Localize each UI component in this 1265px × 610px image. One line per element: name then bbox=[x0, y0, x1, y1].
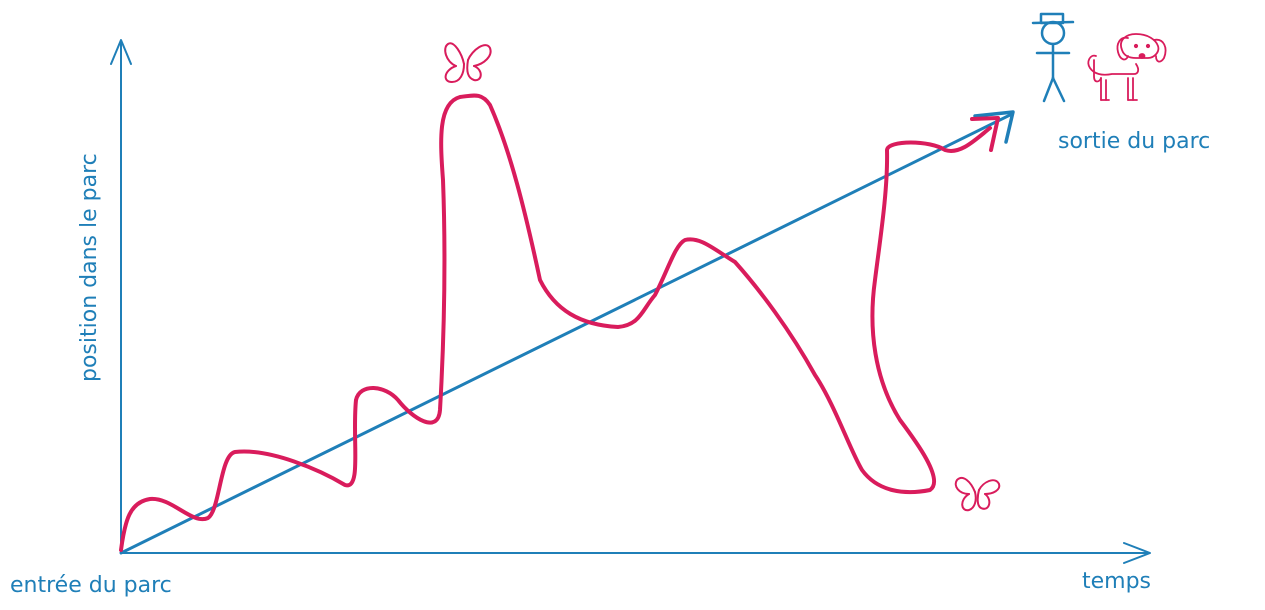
y-axis-label: position dans le parc bbox=[77, 153, 102, 382]
destination-label: sortie du parc bbox=[1058, 129, 1210, 154]
x-axis-label: temps bbox=[1082, 569, 1151, 594]
direct-route-line bbox=[119, 110, 1015, 555]
direct-route-arrowhead bbox=[973, 110, 1015, 144]
butterfly-icon bbox=[444, 42, 492, 83]
y-axis bbox=[110, 39, 132, 553]
x-axis-arrowhead bbox=[1123, 542, 1151, 564]
y-axis-arrowhead bbox=[110, 39, 132, 65]
butterfly-icon bbox=[954, 476, 1001, 512]
x-axis bbox=[121, 542, 1151, 564]
wandering-path bbox=[119, 93, 992, 552]
dog-icon bbox=[1087, 33, 1167, 101]
wandering-path-arrowhead bbox=[970, 116, 1000, 152]
stick-figure-with-hat-icon bbox=[1031, 12, 1075, 103]
origin-label: entrée du parc bbox=[10, 573, 172, 598]
